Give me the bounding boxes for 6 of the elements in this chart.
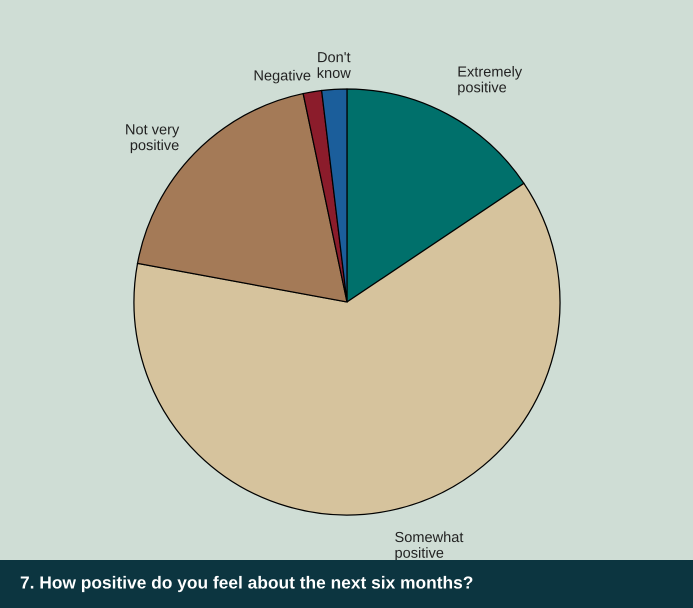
slice-label: Extremely positive [458, 66, 522, 96]
slice-label: Negative [254, 70, 310, 84]
text: 7. How positive do you feel about the next six months? [20, 576, 472, 592]
slice-label: Not very positive [126, 124, 180, 154]
slice-label: Somewhat positive [395, 531, 464, 561]
slice-label: Don't know [318, 52, 351, 78]
